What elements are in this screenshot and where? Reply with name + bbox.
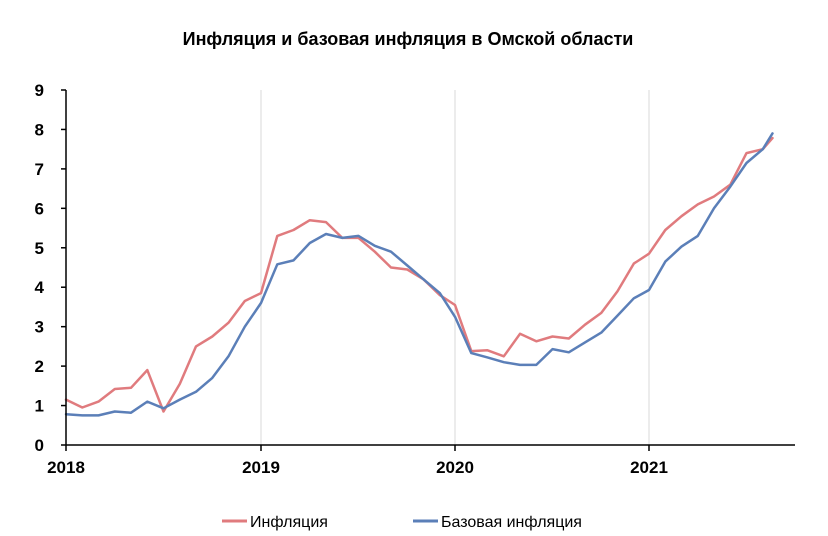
y-tick-label: 2 [35,357,44,376]
chart-title: Инфляция и базовая инфляция в Омской обл… [183,29,634,49]
legend-label-core-inflation: Базовая инфляция [441,514,582,531]
x-tick-label: 2019 [242,458,280,477]
x-tick-label: 2018 [47,458,85,477]
y-tick-labels: 0 1 2 3 4 5 6 7 8 9 [35,81,45,455]
y-tick-label: 1 [35,397,44,416]
y-tick-label: 3 [35,318,44,337]
y-tick-label: 4 [35,278,45,297]
y-tick-label: 0 [35,436,44,455]
x-tick-label: 2020 [436,458,474,477]
legend: Инфляция Базовая инфляция [222,514,582,531]
series-line-core-inflation [64,132,774,417]
x-tick-label: 2021 [630,458,668,477]
y-tick-label: 8 [35,120,44,139]
y-tick-label: 6 [35,199,44,218]
x-tick-labels: 2018 2019 2020 2021 [47,458,668,477]
grid-lines [260,90,650,445]
y-tick-label: 5 [35,239,44,258]
y-tick-label: 9 [35,81,44,100]
y-tick-label: 7 [35,160,44,179]
axes [61,89,795,451]
series-lines [64,132,774,417]
legend-label-inflation: Инфляция [250,514,328,531]
